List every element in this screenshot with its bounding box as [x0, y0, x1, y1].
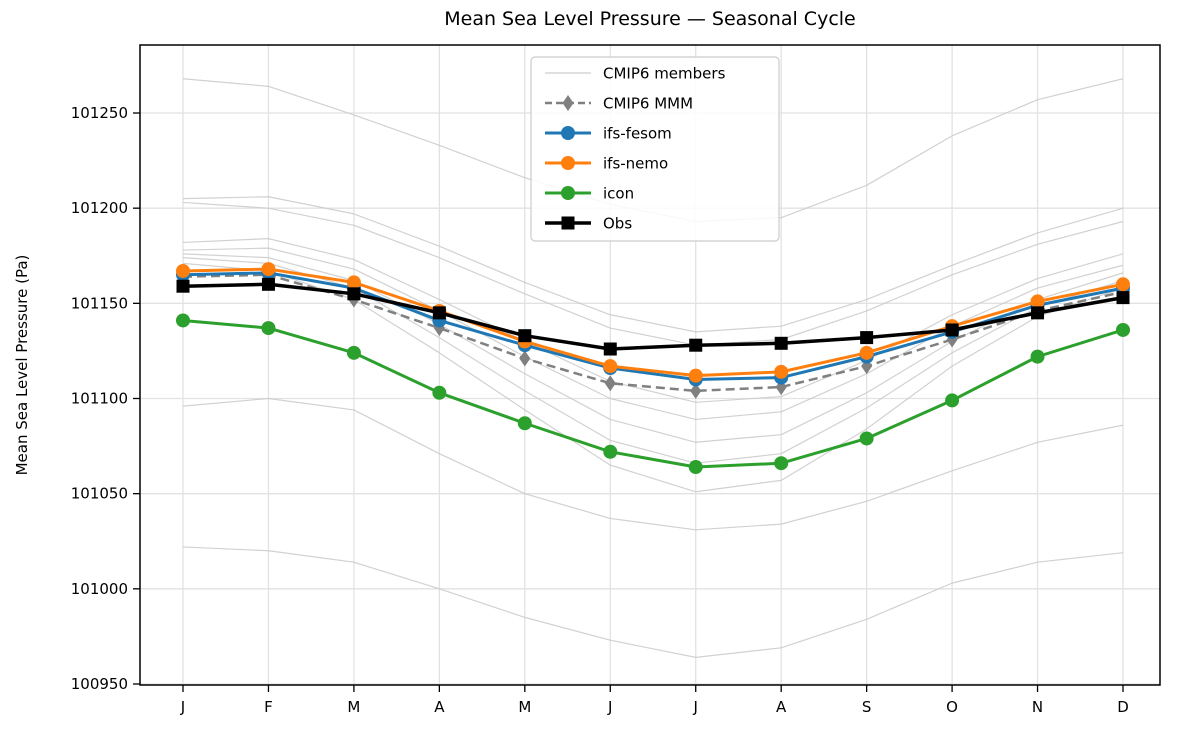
series-cmip6-members [182, 257, 1124, 464]
obs-marker [689, 338, 703, 352]
series-cmip6-members [182, 238, 1124, 403]
legend-label: CMIP6 members [603, 65, 726, 83]
ifs-nemo-marker [688, 368, 703, 383]
y-tick-label: 101100 [71, 390, 128, 408]
series-icon [182, 318, 1124, 469]
y-tick-label: 101000 [71, 580, 128, 598]
x-tick-label: S [862, 698, 872, 716]
ifs-nemo-marker [176, 263, 190, 278]
legend: CMIP6 members CMIP6 MMM ifs-fesom ifs-nemo i… [530, 56, 780, 242]
cmip6-mmm-marker [690, 382, 702, 399]
legend-label: ifs-fesom [603, 125, 672, 143]
series-cmip6-members [182, 546, 1124, 658]
y-tick-label: 101200 [71, 199, 128, 217]
icon-marker [774, 456, 789, 471]
x-tick-label: N [1032, 698, 1043, 716]
obs-marker [945, 323, 959, 337]
legend-box [530, 56, 780, 242]
series-cmip6-members [182, 262, 1124, 493]
series-cmip6-members [182, 201, 1124, 346]
x-tick-label: F [264, 698, 273, 716]
series-cmip6-members [182, 253, 1124, 443]
series-cmip6-members [182, 397, 1124, 531]
ifs-nemo-marker [1116, 277, 1130, 292]
obs-marker [261, 277, 275, 291]
obs-marker [518, 329, 532, 343]
x-tick-label: O [946, 698, 958, 716]
obs-marker [860, 331, 874, 345]
y-tick-label: 101050 [71, 485, 128, 503]
series-cmip6-members [182, 247, 1124, 421]
icon-marker [261, 321, 276, 336]
ifs-nemo-marker [1030, 294, 1045, 309]
x-tick-label: M [347, 698, 360, 716]
series-cmip6-members [182, 196, 1124, 333]
legend-label: ifs-nemo [603, 155, 668, 173]
x-tick-label: D [1117, 698, 1129, 716]
icon-marker [517, 416, 532, 431]
icon-marker [346, 345, 361, 360]
series-obs [182, 282, 1124, 351]
obs-marker [432, 306, 446, 320]
cmip6-mmm-marker [604, 375, 616, 392]
obs-marker [1116, 291, 1130, 305]
x-tick-label: J [693, 698, 698, 716]
series-cmip6-mmm [182, 273, 1124, 393]
cmip6-mmm-marker [519, 350, 531, 367]
plot-border [139, 44, 1161, 686]
legend-label: CMIP6 MMM [603, 95, 693, 113]
ifs-nemo-marker [859, 345, 874, 360]
chart-title: Mean Sea Level Pressure — Seasonal Cycle [444, 8, 856, 30]
ifs-nemo-marker [261, 262, 276, 277]
ifs-nemo-marker [346, 275, 361, 290]
ifs-nemo-marker [774, 364, 789, 379]
obs-marker [603, 342, 617, 356]
obs-marker [347, 287, 361, 301]
obs-marker [176, 279, 190, 293]
ifs-nemo-marker [561, 156, 575, 170]
icon-marker [176, 313, 190, 328]
icon-marker [945, 393, 960, 408]
icon-marker [688, 460, 703, 475]
ifs-nemo-marker [603, 359, 618, 374]
cmip6-mmm-marker [562, 95, 574, 111]
y-tick-label: 101250 [71, 104, 128, 122]
icon-marker [603, 444, 618, 459]
legend-label: Obs [603, 215, 632, 233]
x-tick-label: A [776, 698, 787, 716]
x-tick-label: J [607, 698, 612, 716]
x-tick-label: J [180, 698, 185, 716]
legend-label: icon [603, 185, 634, 203]
series-ifs-nemo [182, 267, 1124, 378]
icon-marker [561, 186, 575, 200]
ifs-fesom-marker [561, 126, 575, 140]
x-tick-label: M [518, 698, 531, 716]
x-tick-label: A [434, 698, 445, 716]
y-tick-label: 101150 [71, 294, 128, 312]
icon-marker [1116, 322, 1130, 337]
icon-marker [1030, 349, 1045, 364]
obs-marker [1031, 306, 1045, 320]
obs-marker [561, 216, 575, 230]
icon-marker [432, 385, 447, 400]
icon-marker [859, 431, 874, 446]
obs-marker [774, 336, 788, 350]
y-tick-label: 100950 [71, 675, 128, 693]
